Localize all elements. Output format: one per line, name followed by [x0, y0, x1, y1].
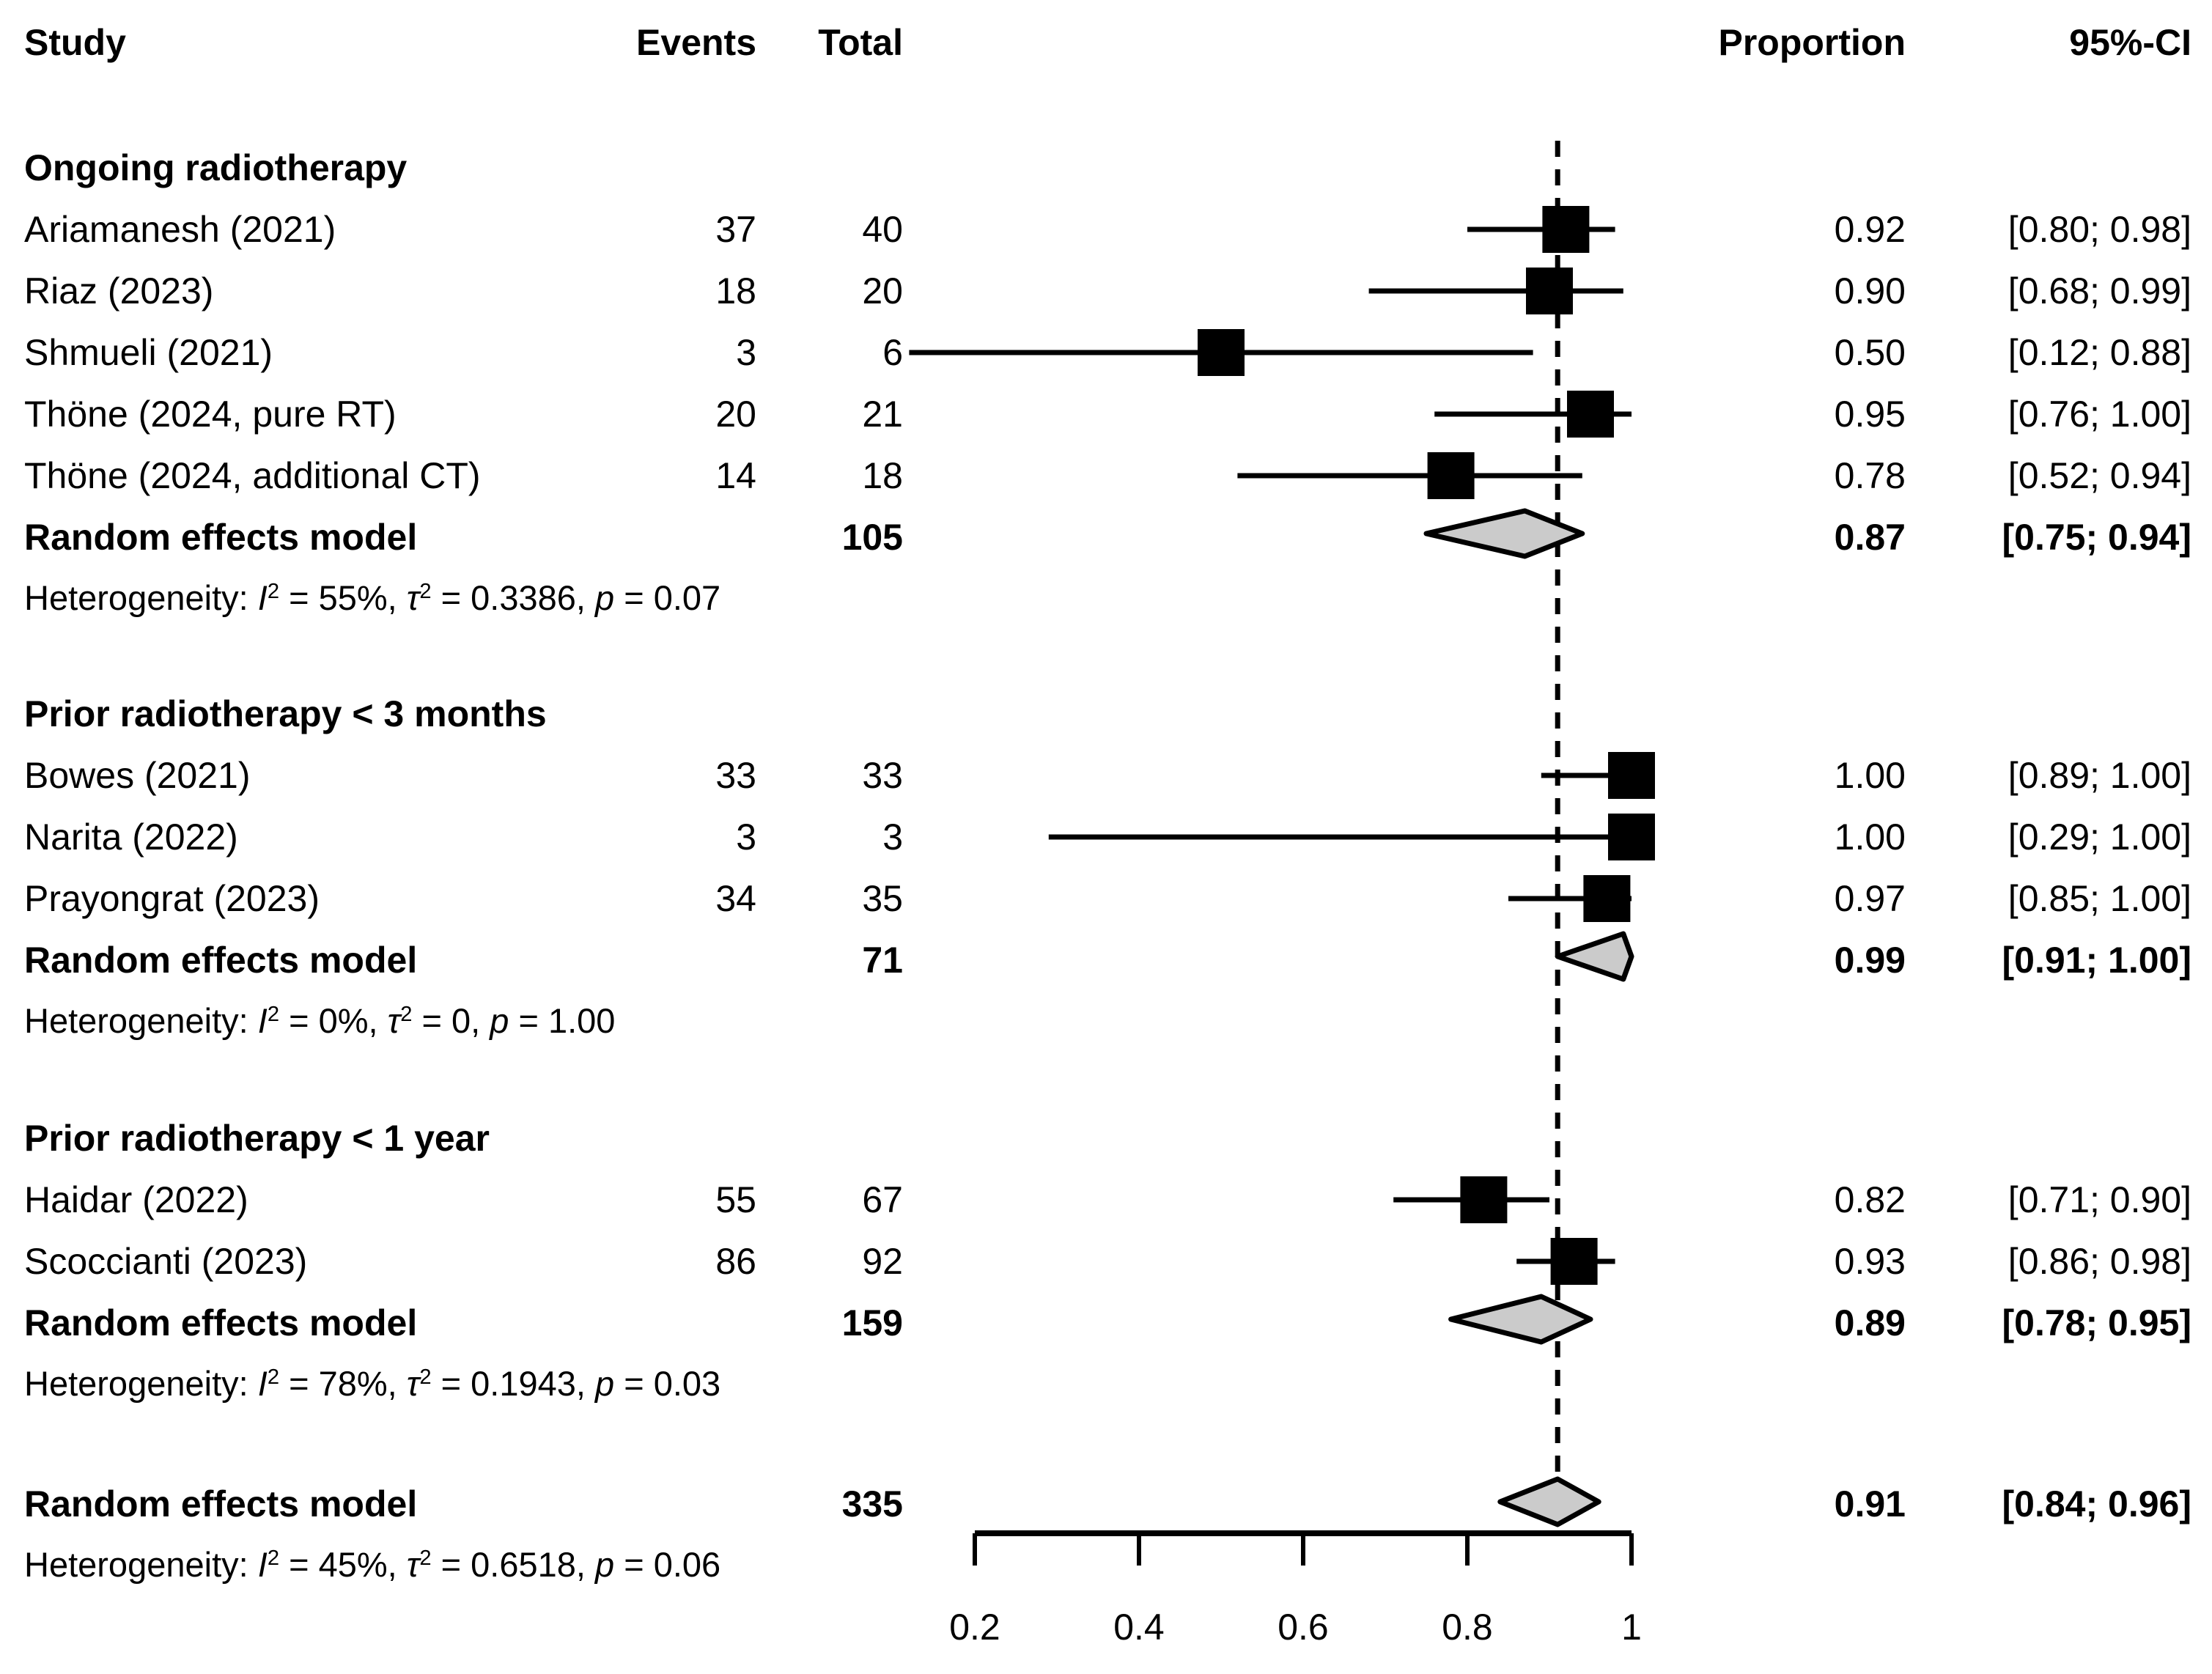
proportion-value: 0.93	[1834, 1241, 1906, 1282]
total-value: 33	[862, 755, 903, 796]
study-row-label: Bowes (2021)	[24, 755, 251, 796]
events-value: 34	[715, 878, 756, 919]
proportion-value: 0.87	[1834, 517, 1906, 558]
point-estimate-square	[1608, 814, 1655, 860]
point-estimate-square	[1526, 268, 1573, 314]
group-heading: Ongoing radiotherapy	[24, 147, 408, 188]
total-value: 105	[841, 517, 903, 558]
group-heading: Prior radiotherapy < 1 year	[24, 1118, 490, 1159]
proportion-value: 0.91	[1834, 1483, 1906, 1524]
total-value: 20	[862, 270, 903, 311]
point-estimate-square	[1583, 875, 1631, 922]
total-value: 40	[862, 209, 903, 250]
ci-value: [0.12; 0.88]	[2008, 332, 2191, 373]
total-value: 3	[882, 816, 903, 858]
point-estimate-square	[1608, 752, 1655, 799]
total-value: 159	[841, 1302, 903, 1343]
study-row-label: Thöne (2024, additional CT)	[24, 455, 481, 496]
events-value: 20	[715, 394, 756, 435]
study-row-label: Narita (2022)	[24, 816, 238, 858]
axis-tick-label: 0.6	[1278, 1607, 1329, 1648]
events-value: 3	[736, 332, 756, 373]
ci-value: [0.86; 0.98]	[2008, 1241, 2191, 1282]
summary-row-label: Random effects model	[24, 1302, 418, 1343]
column-header-total: Total	[818, 22, 903, 63]
proportion-value: 0.95	[1834, 394, 1906, 435]
ci-value: [0.71; 0.90]	[2008, 1179, 2191, 1220]
proportion-value: 0.50	[1834, 332, 1906, 373]
total-value: 67	[862, 1179, 903, 1220]
study-row-label: Riaz (2023)	[24, 270, 214, 311]
proportion-value: 0.78	[1834, 455, 1906, 496]
ci-value: [0.68; 0.99]	[2008, 270, 2191, 311]
heterogeneity-note: Heterogeneity: I2 = 55%, τ2 = 0.3386, p …	[24, 578, 721, 617]
axis-tick-label: 0.2	[949, 1607, 1000, 1648]
axis-tick-label: 0.4	[1113, 1607, 1165, 1648]
axis-tick-label: 1	[1621, 1607, 1642, 1648]
events-value: 3	[736, 816, 756, 858]
summary-row-label: Random effects model	[24, 940, 418, 981]
proportion-value: 0.82	[1834, 1179, 1906, 1220]
proportion-value: 1.00	[1834, 816, 1906, 858]
proportion-value: 0.89	[1834, 1302, 1906, 1343]
heterogeneity-note: Heterogeneity: I2 = 45%, τ2 = 0.6518, p …	[24, 1545, 721, 1584]
heterogeneity-note: Heterogeneity: I2 = 78%, τ2 = 0.1943, p …	[24, 1364, 721, 1403]
axis-tick-label: 0.8	[1442, 1607, 1493, 1648]
group-heading: Prior radiotherapy < 3 months	[24, 693, 547, 734]
summary-diamond	[1497, 1476, 1601, 1527]
column-header-study: Study	[24, 22, 126, 63]
total-value: 35	[862, 878, 903, 919]
summary-diamond	[1423, 508, 1585, 559]
events-value: 18	[715, 270, 756, 311]
proportion-value: 0.92	[1834, 209, 1906, 250]
point-estimate-square	[1567, 391, 1614, 438]
ci-value: [0.52; 0.94]	[2008, 455, 2191, 496]
total-value: 71	[862, 940, 903, 981]
total-value: 6	[882, 332, 903, 373]
column-header-proportion: Proportion	[1718, 22, 1906, 63]
total-value: 92	[862, 1241, 903, 1282]
ci-value: [0.84; 0.96]	[2002, 1483, 2191, 1524]
study-row-label: Thöne (2024, pure RT)	[24, 394, 397, 435]
summary-row-label: Random effects model	[24, 1483, 418, 1524]
proportion-value: 0.99	[1834, 940, 1906, 981]
ci-value: [0.85; 1.00]	[2008, 878, 2191, 919]
column-header-ci: 95%-CI	[2069, 22, 2191, 63]
point-estimate-square	[1427, 452, 1475, 499]
summary-diamond	[1555, 931, 1634, 982]
study-row-label: Shmueli (2021)	[24, 332, 273, 373]
events-value: 86	[715, 1241, 756, 1282]
heterogeneity-note: Heterogeneity: I2 = 0%, τ2 = 0, p = 1.00	[24, 1001, 616, 1040]
proportion-value: 0.97	[1834, 878, 1906, 919]
events-value: 37	[715, 209, 756, 250]
point-estimate-square	[1550, 1238, 1598, 1285]
proportion-value: 1.00	[1834, 755, 1906, 796]
ci-value: [0.78; 0.95]	[2002, 1302, 2191, 1343]
point-estimate-square	[1460, 1176, 1508, 1223]
ci-value: [0.76; 1.00]	[2008, 394, 2191, 435]
ci-value: [0.80; 0.98]	[2008, 209, 2191, 250]
events-value: 14	[715, 455, 756, 496]
point-estimate-square	[1198, 329, 1245, 376]
study-row-label: Prayongrat (2023)	[24, 878, 320, 919]
column-header-events: Events	[636, 22, 756, 63]
summary-diamond	[1448, 1294, 1593, 1345]
total-value: 18	[862, 455, 903, 496]
events-value: 33	[715, 755, 756, 796]
ci-value: [0.29; 1.00]	[2008, 816, 2191, 858]
study-row-label: Ariamanesh (2021)	[24, 209, 336, 250]
total-value: 335	[841, 1483, 903, 1524]
events-value: 55	[715, 1179, 756, 1220]
ci-value: [0.75; 0.94]	[2002, 517, 2191, 558]
ci-value: [0.89; 1.00]	[2008, 755, 2191, 796]
summary-row-label: Random effects model	[24, 517, 418, 558]
study-row-label: Scoccianti (2023)	[24, 1241, 308, 1282]
proportion-value: 0.90	[1834, 270, 1906, 311]
total-value: 21	[862, 394, 903, 435]
study-row-label: Haidar (2022)	[24, 1179, 248, 1220]
ci-value: [0.91; 1.00]	[2002, 940, 2191, 981]
point-estimate-square	[1542, 206, 1590, 253]
